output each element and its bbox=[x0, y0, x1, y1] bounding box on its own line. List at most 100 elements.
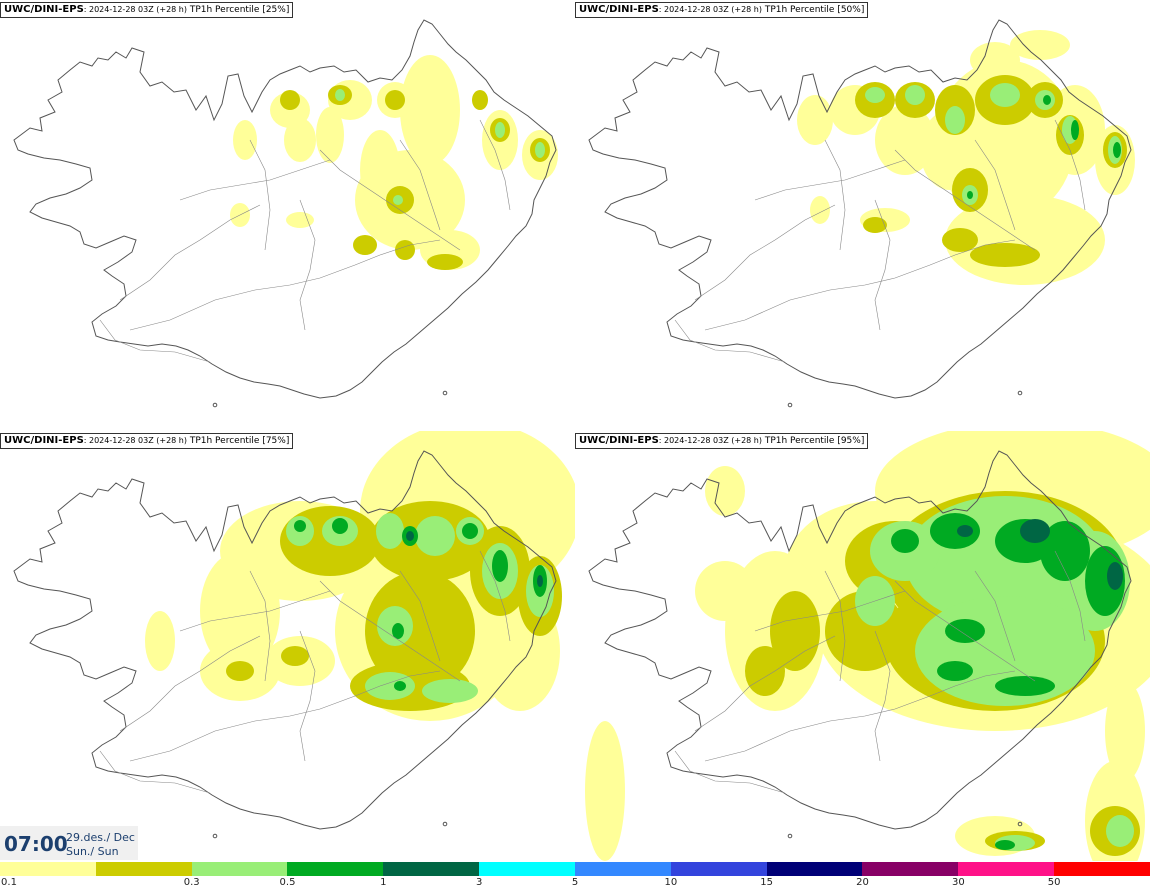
precipitation-contour bbox=[332, 518, 348, 534]
road-line bbox=[1054, 119, 1086, 211]
precipitation-contour bbox=[745, 646, 785, 696]
road-line bbox=[299, 199, 316, 331]
road-line bbox=[974, 570, 1016, 662]
road-line bbox=[119, 635, 261, 732]
precipitation-contour bbox=[1071, 120, 1079, 140]
road-line bbox=[674, 319, 786, 363]
precipitation-contour bbox=[335, 89, 345, 101]
iceland-coastline bbox=[588, 450, 1132, 830]
precipitation-contour bbox=[863, 217, 887, 233]
legend-tick-label: 15 bbox=[760, 877, 774, 888]
precipitation-contour bbox=[585, 721, 625, 861]
road-line bbox=[99, 750, 211, 794]
valid-time-box: 07:00 29.des./ Dec Sun./ Sun bbox=[0, 826, 138, 860]
legend-tick-label: 30 bbox=[951, 877, 965, 888]
panel-title: UWC/DINI-EPS: 2024-12-28 03Z (+28 h) TP1… bbox=[575, 433, 869, 449]
precipitation-contour bbox=[810, 196, 830, 224]
precipitation-contour bbox=[1020, 519, 1050, 543]
precipitation-contour bbox=[400, 55, 460, 165]
road-line bbox=[179, 590, 331, 632]
road-line bbox=[249, 139, 271, 251]
road-line bbox=[129, 670, 441, 762]
road-line bbox=[974, 139, 1016, 231]
precipitation-contour bbox=[875, 105, 935, 175]
legend-color-swatch bbox=[287, 862, 384, 876]
precipitation-contour bbox=[286, 212, 314, 228]
precipitation-contour bbox=[930, 513, 980, 549]
island-marker bbox=[1017, 821, 1023, 827]
precipitation-map bbox=[13, 431, 575, 839]
precipitation-contour bbox=[970, 243, 1040, 267]
precipitation-contour bbox=[385, 90, 405, 110]
precipitation-contour bbox=[990, 83, 1020, 107]
precipitation-contour bbox=[393, 195, 403, 205]
legend-color-swatch bbox=[479, 862, 575, 876]
precipitation-contour bbox=[937, 661, 973, 681]
precipitation-contour bbox=[281, 646, 309, 666]
precipitation-contour bbox=[942, 228, 978, 252]
precipitation-contour bbox=[967, 191, 973, 199]
legend-color-swatch bbox=[862, 862, 959, 876]
road-line bbox=[824, 139, 846, 251]
precipitation-contour bbox=[226, 661, 254, 681]
legend-color-swatch bbox=[670, 862, 767, 876]
road-line bbox=[874, 630, 891, 762]
precipitation-contour bbox=[1043, 95, 1051, 105]
precipitation-contour bbox=[280, 90, 300, 110]
precipitation-contour bbox=[316, 107, 344, 163]
road-line bbox=[299, 630, 316, 762]
precipitation-legend-bar bbox=[0, 862, 1150, 876]
legend-color-swatch bbox=[383, 862, 480, 876]
panel-title: UWC/DINI-EPS: 2024-12-28 03Z (+28 h) TP1… bbox=[0, 433, 294, 449]
precipitation-contour bbox=[284, 118, 316, 162]
precipitation-contour bbox=[492, 550, 508, 582]
valid-day: Sun./ Sun bbox=[66, 845, 119, 858]
precipitation-contour bbox=[865, 87, 885, 103]
legend-color-swatch bbox=[574, 862, 671, 876]
precipitation-contour bbox=[945, 106, 965, 134]
precipitation-contour bbox=[695, 561, 755, 621]
precipitation-contour bbox=[1106, 815, 1134, 847]
map-panel-p95: UWC/DINI-EPS: 2024-12-28 03Z (+28 h) TP1… bbox=[575, 431, 1150, 861]
road-line bbox=[249, 570, 271, 682]
road-line bbox=[179, 159, 331, 201]
precipitation-map bbox=[588, 19, 1135, 408]
precipitation-contour bbox=[995, 840, 1015, 850]
island-marker bbox=[787, 833, 793, 839]
precipitation-contour bbox=[495, 122, 505, 138]
road-line bbox=[129, 239, 441, 331]
road-line bbox=[874, 199, 891, 331]
precipitation-contour bbox=[376, 513, 404, 549]
island-marker bbox=[212, 402, 218, 408]
legend-tick-label: 50 bbox=[1047, 877, 1061, 888]
precipitation-contour bbox=[905, 85, 925, 105]
legend-tick-label: 10 bbox=[664, 877, 678, 888]
road-line bbox=[399, 139, 441, 231]
precipitation-contour bbox=[770, 591, 820, 671]
precipitation-contour bbox=[233, 120, 257, 160]
precipitation-contour bbox=[705, 466, 745, 516]
map-panel-p25: UWC/DINI-EPS: 2024-12-28 03Z (+28 h) TP1… bbox=[0, 0, 575, 430]
road-line bbox=[99, 319, 211, 363]
legend-tick-label: 3 bbox=[475, 877, 483, 888]
road-line bbox=[694, 204, 836, 301]
panel-title: UWC/DINI-EPS: 2024-12-28 03Z (+28 h) TP1… bbox=[575, 2, 869, 18]
precipitation-contour bbox=[415, 516, 455, 556]
legend-tick-label: 0.1 bbox=[1, 877, 17, 888]
precipitation-map bbox=[13, 19, 558, 408]
precipitation-contour bbox=[392, 623, 404, 639]
legend-color-swatch bbox=[0, 862, 96, 876]
valid-date: 29.des./ Dec bbox=[66, 831, 135, 844]
legend-color-swatch bbox=[95, 862, 192, 876]
legend-tick-label: 20 bbox=[856, 877, 869, 888]
precipitation-contour bbox=[145, 611, 175, 671]
island-marker bbox=[1017, 390, 1023, 396]
road-line bbox=[479, 119, 511, 211]
road-line bbox=[704, 239, 1016, 331]
precipitation-contour bbox=[395, 240, 415, 260]
precipitation-contour bbox=[797, 95, 833, 145]
precipitation-contour bbox=[970, 42, 1020, 78]
precipitation-field bbox=[797, 30, 1135, 285]
precipitation-field bbox=[230, 55, 558, 270]
road-line bbox=[479, 550, 511, 642]
